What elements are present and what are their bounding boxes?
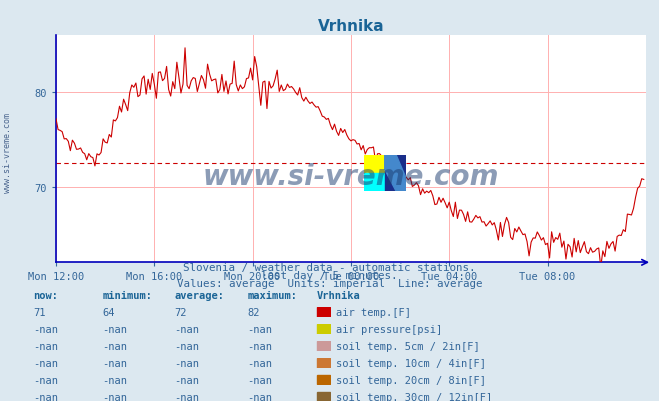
Text: air pressure[psi]: air pressure[psi] — [336, 324, 442, 334]
Text: -nan: -nan — [33, 392, 58, 401]
Text: Vrhnika: Vrhnika — [316, 291, 360, 301]
Text: average:: average: — [175, 291, 225, 301]
Text: 82: 82 — [247, 308, 260, 318]
Text: minimum:: minimum: — [102, 291, 152, 301]
Text: Values: average  Units: imperial  Line: average: Values: average Units: imperial Line: av… — [177, 279, 482, 289]
Text: air temp.[F]: air temp.[F] — [336, 308, 411, 318]
Text: 64: 64 — [102, 308, 115, 318]
Text: -nan: -nan — [33, 324, 58, 334]
Text: -nan: -nan — [175, 358, 200, 368]
Text: soil temp. 5cm / 2in[F]: soil temp. 5cm / 2in[F] — [336, 341, 480, 351]
Text: -nan: -nan — [102, 375, 127, 385]
Text: -nan: -nan — [102, 341, 127, 351]
Text: -nan: -nan — [175, 375, 200, 385]
Text: -nan: -nan — [175, 392, 200, 401]
Text: -nan: -nan — [33, 341, 58, 351]
Text: -nan: -nan — [33, 375, 58, 385]
Text: -nan: -nan — [33, 358, 58, 368]
Text: -nan: -nan — [247, 392, 272, 401]
Text: soil temp. 10cm / 4in[F]: soil temp. 10cm / 4in[F] — [336, 358, 486, 368]
Text: -nan: -nan — [247, 324, 272, 334]
Text: 71: 71 — [33, 308, 45, 318]
Text: -nan: -nan — [247, 358, 272, 368]
Text: soil temp. 20cm / 8in[F]: soil temp. 20cm / 8in[F] — [336, 375, 486, 385]
Text: -nan: -nan — [102, 358, 127, 368]
Text: maximum:: maximum: — [247, 291, 297, 301]
Text: -nan: -nan — [247, 341, 272, 351]
Text: soil temp. 30cm / 12in[F]: soil temp. 30cm / 12in[F] — [336, 392, 492, 401]
Text: 72: 72 — [175, 308, 187, 318]
Text: -nan: -nan — [102, 324, 127, 334]
Text: -nan: -nan — [175, 341, 200, 351]
Text: -nan: -nan — [175, 324, 200, 334]
Text: last day / 5 minutes.: last day / 5 minutes. — [261, 271, 398, 281]
Text: www.si-vreme.com: www.si-vreme.com — [3, 112, 13, 192]
Text: -nan: -nan — [102, 392, 127, 401]
Text: Slovenia / weather data - automatic stations.: Slovenia / weather data - automatic stat… — [183, 263, 476, 273]
Text: now:: now: — [33, 291, 58, 301]
Text: -nan: -nan — [247, 375, 272, 385]
Text: www.si-vreme.com: www.si-vreme.com — [203, 162, 499, 190]
Title: Vrhnika: Vrhnika — [318, 18, 384, 34]
